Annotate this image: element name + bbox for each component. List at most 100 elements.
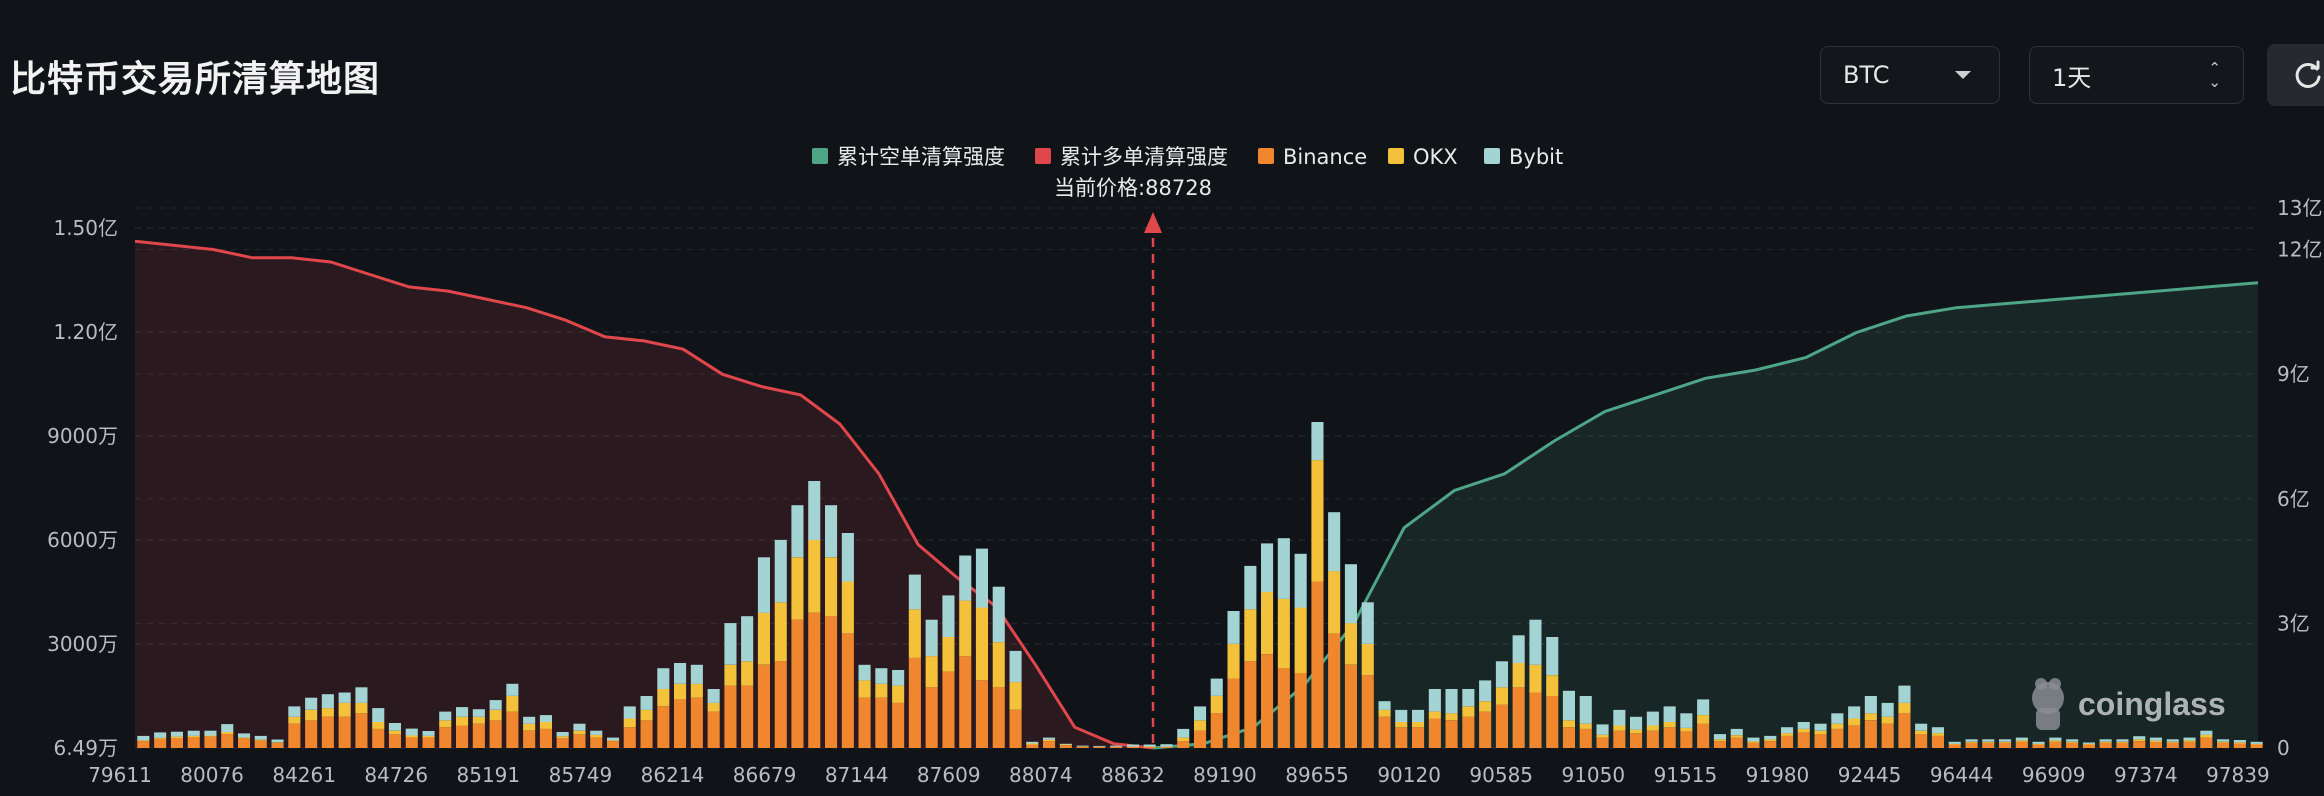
okx-bar[interactable] [405,735,418,738]
bybit-bar[interactable] [1848,706,1861,719]
okx-bar[interactable] [1227,644,1240,679]
bybit-bar[interactable] [1512,635,1525,663]
okx-bar[interactable] [2099,741,2112,743]
okx-bar[interactable] [1848,718,1861,726]
bybit-bar[interactable] [1495,661,1508,688]
okx-bar[interactable] [825,557,838,617]
binance-bar[interactable] [1462,716,1475,748]
bybit-bar[interactable] [1194,706,1207,721]
okx-bar[interactable] [724,664,737,686]
bybit-bar[interactable] [154,732,167,738]
okx-bar[interactable] [1009,682,1022,710]
binance-bar[interactable] [2183,741,2196,748]
bybit-bar[interactable] [1613,709,1626,726]
bybit-bar[interactable] [1412,709,1425,722]
binance-bar[interactable] [1076,746,1089,748]
bybit-bar[interactable] [1344,564,1357,624]
bybit-bar[interactable] [1764,735,1777,740]
bybit-bar[interactable] [1126,744,1139,747]
binance-bar[interactable] [1546,696,1559,748]
binance-bar[interactable] [623,727,636,748]
okx-bar[interactable] [2217,741,2230,743]
bybit-bar[interactable] [238,733,251,738]
binance-bar[interactable] [825,616,838,748]
bybit-bar[interactable] [506,683,519,696]
okx-bar[interactable] [623,718,636,728]
okx-bar[interactable] [757,612,770,665]
okx-bar[interactable] [942,637,955,672]
binance-bar[interactable] [1864,720,1877,748]
binance-bar[interactable] [1797,732,1810,748]
bybit-bar[interactable] [1227,611,1240,644]
okx-bar[interactable] [1697,715,1710,724]
binance-bar[interactable] [657,706,670,748]
bybit-bar[interactable] [405,728,418,736]
binance-bar[interactable] [2133,741,2146,748]
bybit-bar[interactable] [1630,716,1643,730]
binance-bar[interactable] [523,730,536,748]
binance-bar[interactable] [1663,727,1676,748]
okx-bar[interactable] [2015,740,2028,742]
okx-bar[interactable] [2149,740,2162,743]
binance-bar[interactable] [1210,713,1223,748]
bybit-bar[interactable] [2183,737,2196,741]
okx-bar[interactable] [221,732,234,735]
bybit-bar[interactable] [1043,737,1056,740]
okx-bar[interactable] [1378,709,1391,717]
binance-bar[interactable] [2099,742,2112,748]
binance-bar[interactable] [372,728,385,748]
binance-bar[interactable] [388,734,401,748]
bybit-bar[interactable] [1143,744,1156,747]
binance-bar[interactable] [1026,744,1039,749]
okx-bar[interactable] [1646,725,1659,731]
binance-bar[interactable] [1445,720,1458,748]
binance-bar[interactable] [2066,742,2079,748]
binance-bar[interactable] [1412,727,1425,748]
bybit-bar[interactable] [674,663,687,684]
bybit-bar[interactable] [690,664,703,684]
binance-bar[interactable] [422,737,435,748]
binance-bar[interactable] [271,742,284,748]
okx-bar[interactable] [741,661,754,686]
binance-bar[interactable] [1948,744,1961,749]
bybit-bar[interactable] [1999,739,2012,742]
bybit-bar[interactable] [590,730,603,735]
okx-bar[interactable] [590,734,603,738]
bybit-bar[interactable] [1596,724,1609,735]
okx-bar[interactable] [1412,722,1425,728]
bybit-bar[interactable] [422,731,435,736]
bybit-bar[interactable] [1261,543,1274,592]
bybit-bar[interactable] [1059,743,1072,745]
binance-bar[interactable] [640,720,653,748]
bybit-bar[interactable] [1462,689,1475,707]
binance-bar[interactable] [472,723,485,748]
bybit-bar[interactable] [875,668,888,684]
binance-bar[interactable] [808,612,821,748]
okx-bar[interactable] [2250,743,2263,745]
binance-bar[interactable] [1344,664,1357,748]
bybit-bar[interactable] [1915,723,1928,731]
binance-bar[interactable] [1160,747,1173,748]
binance-bar[interactable] [959,656,972,748]
binance-bar[interactable] [2149,742,2162,748]
bybit-bar[interactable] [338,692,351,703]
bybit-bar[interactable] [1730,728,1743,736]
bybit-bar[interactable] [388,723,401,731]
binance-bar[interactable] [338,716,351,748]
okx-bar[interactable] [1043,739,1056,742]
binance-bar[interactable] [707,711,720,748]
okx-bar[interactable] [1210,696,1223,714]
binance-bar[interactable] [2015,741,2028,748]
okx-bar[interactable] [875,683,888,698]
binance-bar[interactable] [1747,742,1760,748]
binance-bar[interactable] [489,720,502,748]
okx-bar[interactable] [892,685,905,703]
binance-bar[interactable] [2032,744,2045,749]
legend-item[interactable]: Binance [1258,145,1367,169]
bybit-bar[interactable] [254,735,267,740]
binance-bar[interactable] [1512,687,1525,748]
okx-bar[interactable] [908,609,921,658]
okx-bar[interactable] [1395,722,1408,728]
binance-bar[interactable] [321,716,334,748]
okx-bar[interactable] [1864,713,1877,721]
